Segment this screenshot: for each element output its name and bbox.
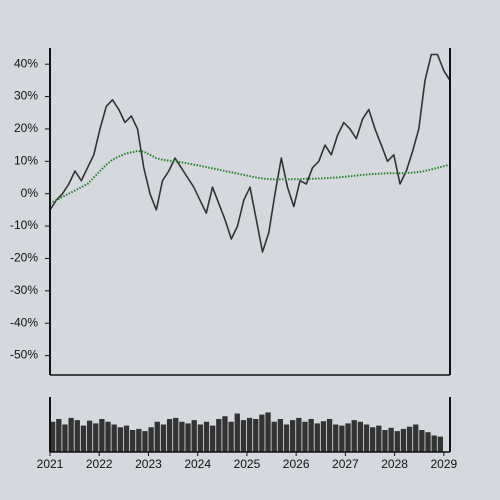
x-tick-label: 2023 — [135, 457, 162, 471]
volume-bar — [62, 424, 68, 452]
volume-bar — [99, 419, 105, 452]
volume-bar — [216, 419, 222, 452]
volume-bar — [154, 421, 160, 452]
volume-bar — [148, 427, 154, 452]
volume-bar — [283, 424, 290, 452]
volume-bar — [339, 425, 345, 452]
volume-bar — [259, 414, 265, 452]
x-tick-label: 2022 — [86, 457, 113, 471]
volume-bar — [271, 421, 277, 452]
volume-bar — [123, 425, 130, 452]
x-tick-label: 2027 — [332, 457, 359, 471]
volume-bar — [56, 419, 62, 452]
volume-bar — [431, 435, 437, 452]
volume-bar — [111, 424, 117, 452]
volume-bar — [351, 420, 357, 452]
volume-bar — [302, 421, 308, 452]
volume-bar — [394, 431, 400, 452]
volume-bar — [265, 412, 271, 452]
volume-bar — [173, 417, 179, 452]
volume-bar — [326, 419, 333, 452]
volume-bar — [406, 426, 413, 452]
x-tick-label: 2024 — [184, 457, 211, 471]
moving-average-line — [49, 150, 451, 205]
volume-bar — [376, 425, 382, 452]
y-tick-label: -10% — [10, 218, 38, 232]
volume-bar — [320, 421, 327, 452]
volume-bar — [68, 417, 74, 452]
x-tick-label: 2028 — [381, 457, 408, 471]
volume-bar — [222, 416, 228, 452]
volume-bar — [191, 420, 197, 452]
volume-bar — [437, 436, 444, 452]
y-tick-label: -30% — [10, 283, 38, 297]
volume-bar — [370, 427, 376, 452]
volume-bar — [160, 424, 167, 452]
volume-bar — [388, 427, 394, 452]
volume-bar — [117, 427, 124, 452]
volume-bar — [142, 431, 148, 452]
x-tick-label: 2029 — [430, 457, 457, 471]
x-tick-label: 2021 — [37, 457, 64, 471]
volume-bar — [277, 419, 284, 452]
price-line — [49, 53, 451, 253]
volume-bar — [74, 420, 80, 452]
volume-bar — [179, 421, 185, 452]
volume-bar — [240, 420, 247, 452]
y-tick-label: 20% — [14, 121, 38, 135]
volume-bar — [400, 428, 407, 452]
volume-bar — [166, 419, 173, 452]
y-tick-label: -20% — [10, 251, 38, 265]
y-tick-label: 10% — [14, 153, 38, 167]
volume-bar — [308, 419, 314, 452]
volume-bar — [296, 417, 302, 452]
volume-bar — [234, 413, 240, 452]
volume-bar — [419, 430, 425, 452]
volume-bar — [363, 424, 370, 452]
volume-bar — [130, 430, 136, 452]
volume-bar — [50, 421, 56, 452]
volume-bar — [345, 423, 351, 452]
volume-bar — [253, 419, 259, 452]
volume-bar — [210, 425, 216, 452]
y-tick-label: 30% — [14, 89, 38, 103]
x-tick-label: 2026 — [283, 457, 310, 471]
volume-bar — [382, 430, 388, 452]
volume-bar — [228, 421, 234, 452]
y-tick-label: -40% — [10, 315, 38, 329]
volume-bar — [86, 420, 93, 452]
volume-bar — [333, 424, 339, 452]
y-tick-label: -50% — [10, 348, 38, 362]
volume-bar — [413, 424, 419, 452]
x-tick-label: 2025 — [234, 457, 261, 471]
y-tick-label: 0% — [21, 186, 39, 200]
volume-bar — [425, 432, 431, 452]
y-tick-label: 40% — [14, 56, 38, 70]
volume-bar — [246, 417, 253, 452]
volume-bar — [357, 421, 364, 452]
volume-bar — [105, 421, 111, 452]
volume-bar — [314, 423, 320, 452]
volume-bar — [185, 423, 191, 452]
volume-bar — [290, 420, 296, 452]
volume-bar — [197, 424, 204, 452]
volume-bar — [93, 423, 99, 452]
volume-bar — [136, 428, 142, 452]
volume-bar — [203, 421, 210, 452]
volume-bar — [80, 425, 87, 452]
